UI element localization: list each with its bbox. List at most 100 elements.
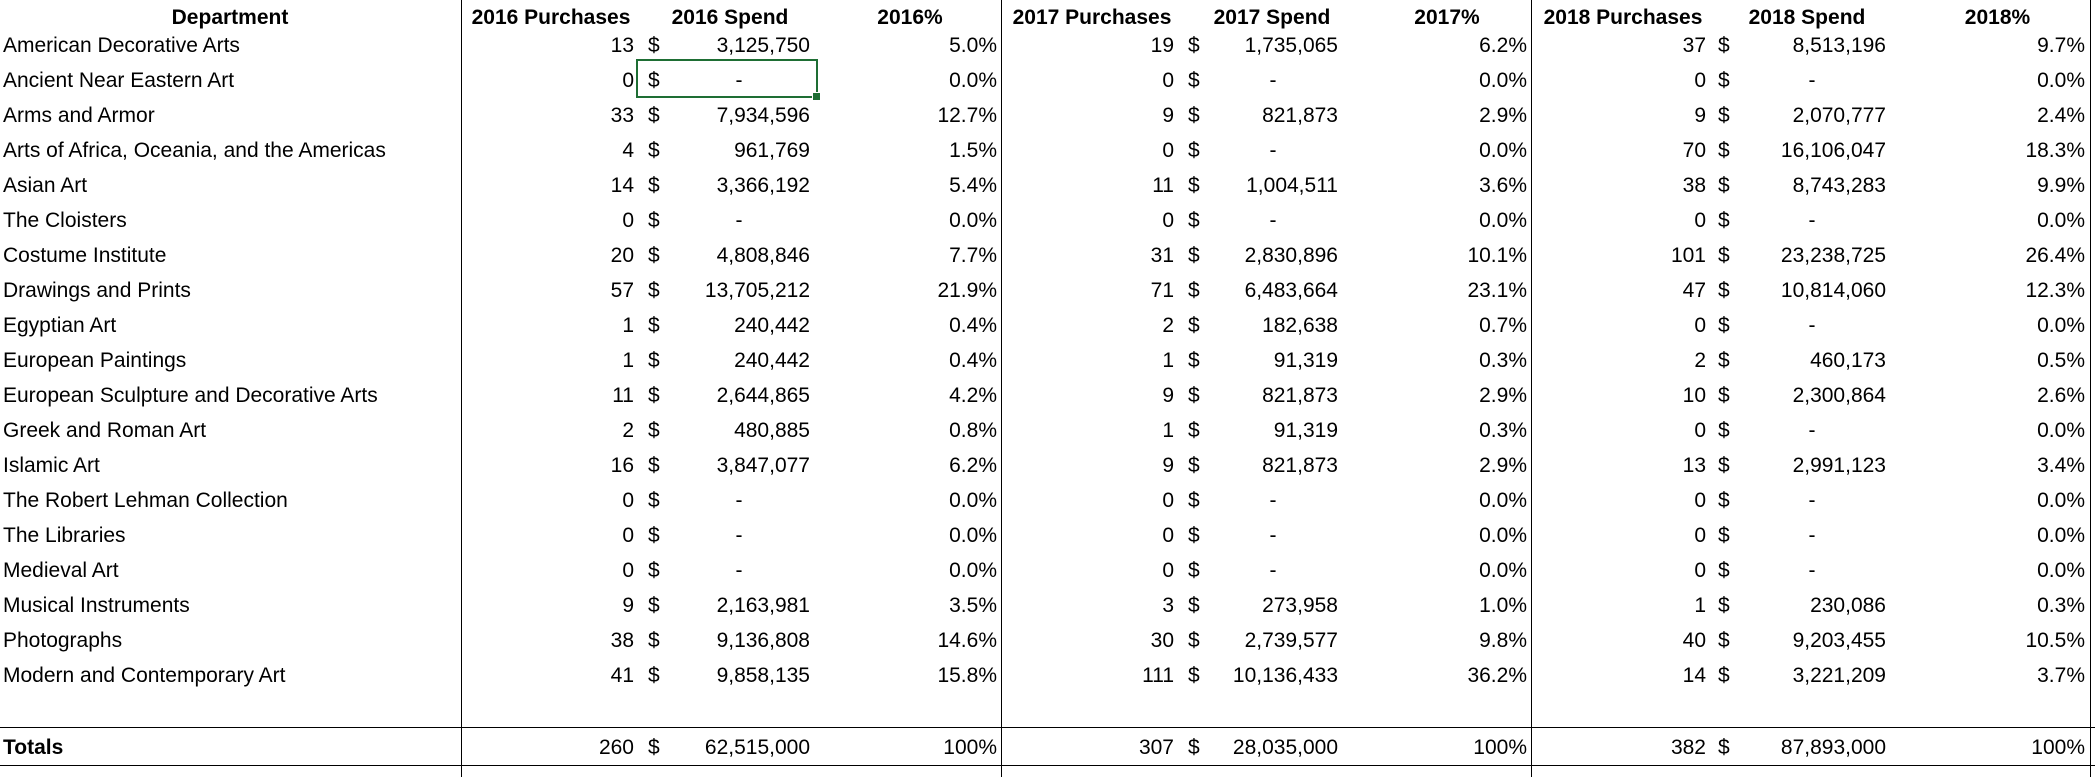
department-cell[interactable]: Arms and Armor xyxy=(3,104,155,127)
department-cell[interactable]: Costume Institute xyxy=(3,244,167,267)
spend-2016-cell[interactable]: - xyxy=(735,69,743,92)
currency-2016-cell[interactable]: $ xyxy=(648,384,660,407)
currency-2016-cell[interactable]: $ xyxy=(648,489,660,512)
pct-2017-cell[interactable]: 0.3% xyxy=(1479,349,1527,372)
currency-2017-cell[interactable]: $ xyxy=(1188,524,1200,547)
department-cell[interactable]: American Decorative Arts xyxy=(3,34,240,57)
pct-2018-cell[interactable]: 0.3% xyxy=(2037,594,2085,617)
header-2016-pct[interactable]: 2016% xyxy=(877,6,943,29)
spend-2018-cell[interactable]: 23,238,725 xyxy=(1780,244,1886,267)
pct-2018-cell[interactable]: 3.4% xyxy=(2037,454,2085,477)
currency-2018-cell[interactable]: $ xyxy=(1718,629,1730,652)
spend-2018-cell[interactable]: - xyxy=(1808,559,1816,582)
pct-2017-cell[interactable]: 23.1% xyxy=(1467,279,1527,302)
department-cell[interactable]: Islamic Art xyxy=(3,454,100,477)
purchases-2018-cell[interactable]: 382 xyxy=(1670,736,1706,759)
pct-2018-cell[interactable]: 3.7% xyxy=(2037,664,2085,687)
pct-2018-cell[interactable]: 18.3% xyxy=(2025,139,2085,162)
purchases-2016-cell[interactable]: 11 xyxy=(612,384,634,407)
currency-2016-cell[interactable]: $ xyxy=(648,454,660,477)
currency-2018-cell[interactable]: $ xyxy=(1718,104,1730,127)
pct-2018-cell[interactable]: 12.3% xyxy=(2025,279,2085,302)
currency-2017-cell[interactable]: $ xyxy=(1188,594,1200,617)
purchases-2016-cell[interactable]: 33 xyxy=(610,104,634,127)
spend-2016-cell[interactable]: 480,885 xyxy=(734,419,810,442)
pct-2016-cell[interactable]: 0.0% xyxy=(949,489,997,512)
currency-2016-cell[interactable]: $ xyxy=(648,736,660,759)
pct-2016-cell[interactable]: 5.4% xyxy=(949,174,997,197)
purchases-2017-cell[interactable]: 0 xyxy=(1162,489,1174,512)
purchases-2017-cell[interactable]: 9 xyxy=(1162,454,1174,477)
currency-2018-cell[interactable]: $ xyxy=(1718,69,1730,92)
purchases-2018-cell[interactable]: 9 xyxy=(1694,104,1706,127)
header-2016-spend[interactable]: 2016 Spend xyxy=(671,6,789,29)
currency-2016-cell[interactable]: $ xyxy=(648,279,660,302)
spend-2017-cell[interactable]: - xyxy=(1269,139,1277,162)
purchases-2016-cell[interactable]: 38 xyxy=(610,629,634,652)
spend-2018-cell[interactable]: - xyxy=(1808,489,1816,512)
pct-2016-cell[interactable]: 6.2% xyxy=(949,454,997,477)
spend-2018-cell[interactable]: 2,991,123 xyxy=(1792,454,1886,477)
pct-2018-cell[interactable]: 0.0% xyxy=(2037,209,2085,232)
currency-2017-cell[interactable]: $ xyxy=(1188,559,1200,582)
department-cell[interactable]: Drawings and Prints xyxy=(3,279,191,302)
currency-2018-cell[interactable]: $ xyxy=(1718,349,1730,372)
currency-2017-cell[interactable]: $ xyxy=(1188,139,1200,162)
purchases-2017-cell[interactable]: 71 xyxy=(1150,279,1174,302)
currency-2018-cell[interactable]: $ xyxy=(1718,664,1730,687)
header-department[interactable]: Department xyxy=(171,6,289,29)
currency-2017-cell[interactable]: $ xyxy=(1188,174,1200,197)
pct-2017-cell[interactable]: 0.0% xyxy=(1479,209,1527,232)
header-2016-purchases[interactable]: 2016 Purchases xyxy=(471,6,631,29)
spend-2016-cell[interactable]: 4,808,846 xyxy=(716,244,810,267)
pct-2018-cell[interactable]: 0.0% xyxy=(2037,524,2085,547)
pct-2017-cell[interactable]: 0.0% xyxy=(1479,524,1527,547)
spend-2018-cell[interactable]: 9,203,455 xyxy=(1792,629,1886,652)
spend-2018-cell[interactable]: - xyxy=(1808,69,1816,92)
spend-2016-cell[interactable]: 9,858,135 xyxy=(716,664,810,687)
pct-2016-cell[interactable]: 3.5% xyxy=(949,594,997,617)
purchases-2018-cell[interactable]: 40 xyxy=(1682,629,1706,652)
pct-2016-cell[interactable]: 7.7% xyxy=(949,244,997,267)
pct-2016-cell[interactable]: 0.0% xyxy=(949,209,997,232)
pct-2017-cell[interactable]: 2.9% xyxy=(1479,104,1527,127)
currency-2016-cell[interactable]: $ xyxy=(648,664,660,687)
pct-2016-cell[interactable]: 1.5% xyxy=(949,139,997,162)
currency-2018-cell[interactable]: $ xyxy=(1718,454,1730,477)
currency-2016-cell[interactable]: $ xyxy=(648,314,660,337)
purchases-2016-cell[interactable]: 9 xyxy=(622,594,634,617)
purchases-2017-cell[interactable]: 3 xyxy=(1162,594,1174,617)
purchases-2018-cell[interactable]: 70 xyxy=(1682,139,1706,162)
currency-2017-cell[interactable]: $ xyxy=(1188,664,1200,687)
purchases-2017-cell[interactable]: 0 xyxy=(1162,69,1174,92)
department-cell[interactable]: Ancient Near Eastern Art xyxy=(3,69,235,92)
purchases-2017-cell[interactable]: 307 xyxy=(1138,736,1174,759)
department-cell[interactable]: Totals xyxy=(3,736,64,759)
spend-2017-cell[interactable]: 821,873 xyxy=(1262,384,1338,407)
purchases-2017-cell[interactable]: 0 xyxy=(1162,139,1174,162)
pct-2018-cell[interactable]: 2.4% xyxy=(2037,104,2085,127)
purchases-2017-cell[interactable]: 30 xyxy=(1150,629,1174,652)
purchases-2016-cell[interactable]: 20 xyxy=(610,244,634,267)
spend-2016-cell[interactable]: 13,705,212 xyxy=(704,279,810,302)
currency-2018-cell[interactable]: $ xyxy=(1718,34,1730,57)
currency-2016-cell[interactable]: $ xyxy=(648,594,660,617)
pct-2016-cell[interactable]: 0.4% xyxy=(949,314,997,337)
spend-2016-cell[interactable]: 2,163,981 xyxy=(716,594,810,617)
department-cell[interactable]: Medieval Art xyxy=(3,559,119,582)
purchases-2018-cell[interactable]: 47 xyxy=(1682,279,1706,302)
pct-2018-cell[interactable]: 10.5% xyxy=(2025,629,2085,652)
spend-2016-cell[interactable]: 3,366,192 xyxy=(716,174,810,197)
currency-2017-cell[interactable]: $ xyxy=(1188,104,1200,127)
spend-2018-cell[interactable]: - xyxy=(1808,314,1816,337)
purchases-2017-cell[interactable]: 2 xyxy=(1162,314,1174,337)
spend-2017-cell[interactable]: 2,739,577 xyxy=(1244,629,1338,652)
pct-2018-cell[interactable]: 2.6% xyxy=(2037,384,2085,407)
header-2018-spend[interactable]: 2018 Spend xyxy=(1748,6,1866,29)
pct-2017-cell[interactable]: 2.9% xyxy=(1479,384,1527,407)
department-cell[interactable]: Photographs xyxy=(3,629,123,652)
pct-2017-cell[interactable]: 9.8% xyxy=(1479,629,1527,652)
spend-2017-cell[interactable]: 273,958 xyxy=(1262,594,1338,617)
pct-2018-cell[interactable]: 0.0% xyxy=(2037,559,2085,582)
pct-2018-cell[interactable]: 100% xyxy=(2031,736,2085,759)
